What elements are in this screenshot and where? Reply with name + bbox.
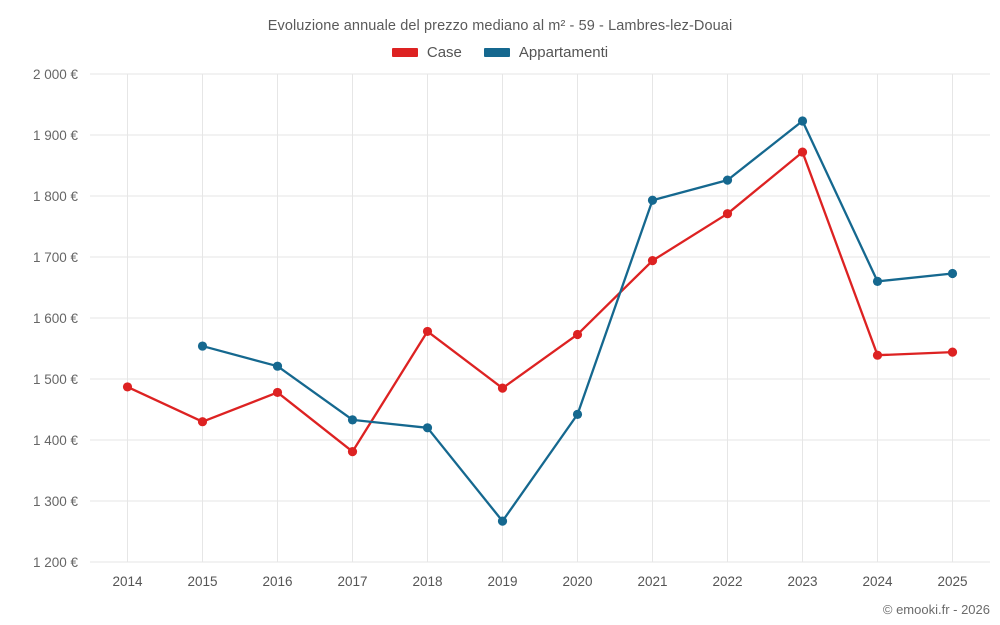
x-axis-tick-label: 2017 — [337, 574, 367, 589]
y-axis-tick-label: 1 400 € — [33, 433, 79, 448]
x-axis-tick-label: 2019 — [487, 574, 517, 589]
chart-title: Evoluzione annuale del prezzo mediano al… — [267, 18, 733, 34]
data-point-case[interactable] — [647, 256, 658, 266]
data-point-appartamenti[interactable] — [647, 195, 658, 205]
data-point-case[interactable] — [497, 383, 508, 393]
data-point-case[interactable] — [347, 446, 358, 457]
data-point-appartamenti[interactable] — [347, 415, 358, 425]
x-axis-tick-label: 2018 — [412, 574, 442, 589]
data-point-appartamenti[interactable] — [947, 268, 958, 279]
legend-label-case: Case — [426, 44, 462, 61]
x-axis-tick-label: 2016 — [262, 574, 292, 589]
x-axis-tick-label: 2022 — [712, 574, 742, 589]
legend-item-appartamenti[interactable]: Appartamenti — [483, 44, 609, 61]
data-point-case[interactable] — [122, 382, 133, 392]
x-axis-tick-label: 2021 — [637, 574, 667, 589]
y-axis-tick-label: 2 000 € — [33, 67, 79, 82]
data-point-appartamenti[interactable] — [197, 341, 208, 351]
data-point-case[interactable] — [722, 209, 733, 219]
x-axis-tick-label: 2020 — [562, 574, 592, 589]
x-axis-tick-label: 2015 — [187, 574, 217, 589]
y-axis-tick-label: 1 200 € — [33, 555, 79, 570]
legend-item-case[interactable]: Case — [391, 44, 462, 61]
series-line-case — [126, 150, 954, 453]
data-point-case[interactable] — [422, 326, 433, 337]
x-axis-tick-label: 2023 — [787, 574, 817, 589]
x-axis-tick-label: 2024 — [862, 574, 893, 589]
data-point-appartamenti[interactable] — [572, 409, 583, 419]
legend-label-appartamenti: Appartamenti — [518, 44, 609, 61]
data-point-case[interactable] — [272, 387, 283, 398]
y-axis-tick-label: 1 900 € — [33, 128, 79, 143]
data-point-case[interactable] — [947, 347, 958, 357]
chart-legend: Case Appartamenti — [0, 44, 1000, 61]
x-axis-tick-label: 2025 — [937, 574, 967, 589]
data-point-appartamenti[interactable] — [422, 423, 433, 433]
data-point-case[interactable] — [572, 329, 583, 340]
y-axis-tick-label: 1 500 € — [33, 372, 79, 387]
data-point-appartamenti[interactable] — [797, 116, 808, 126]
y-axis-tick-label: 1 800 € — [33, 189, 79, 204]
data-point-case[interactable] — [872, 350, 883, 360]
y-axis-tick-label: 1 700 € — [33, 250, 79, 265]
data-point-appartamenti[interactable] — [722, 175, 733, 185]
data-point-case[interactable] — [197, 417, 208, 427]
legend-swatch-case — [391, 48, 418, 57]
footer-credit: © emooki.fr - 2026 — [882, 602, 990, 617]
x-axis-tick-label: 2014 — [112, 574, 143, 589]
y-axis-tick-label: 1 300 € — [33, 494, 79, 509]
data-point-case[interactable] — [797, 147, 808, 157]
y-axis-tick-label: 1 600 € — [33, 311, 79, 326]
data-point-appartamenti[interactable] — [872, 276, 883, 286]
data-point-appartamenti[interactable] — [272, 361, 283, 371]
legend-swatch-appartamenti — [483, 48, 510, 57]
data-point-appartamenti[interactable] — [497, 516, 508, 526]
